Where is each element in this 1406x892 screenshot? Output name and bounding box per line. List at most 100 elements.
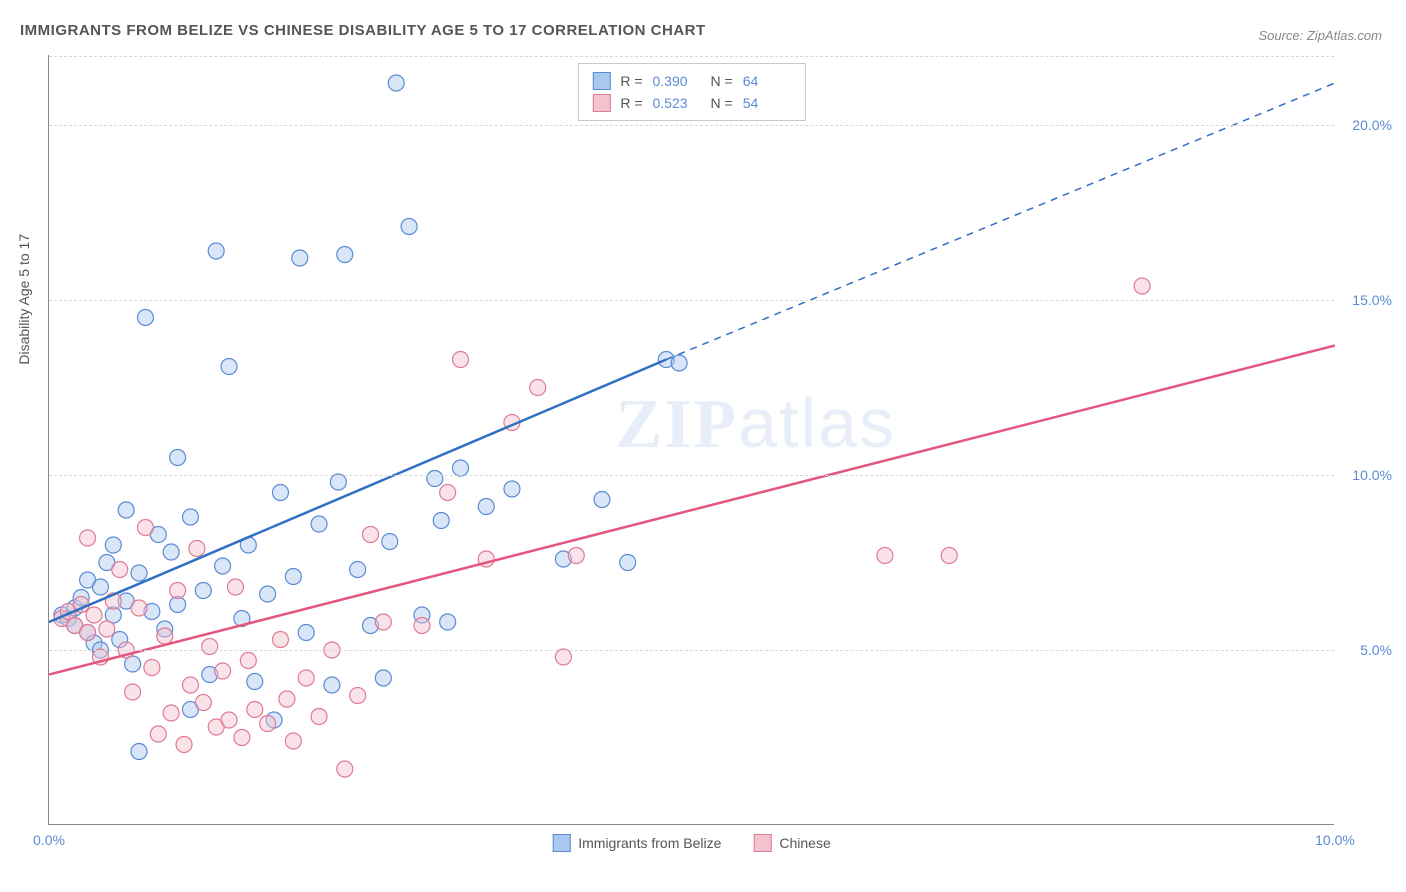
y-tick-label: 20.0% <box>1352 117 1392 133</box>
scatter-point <box>433 513 449 529</box>
source-attribution: Source: ZipAtlas.com <box>1258 28 1382 43</box>
scatter-point <box>182 677 198 693</box>
scatter-point <box>414 618 430 634</box>
n-value-chinese: 54 <box>743 95 791 111</box>
scatter-point <box>375 670 391 686</box>
legend-label-chinese: Chinese <box>779 835 830 851</box>
scatter-point <box>227 579 243 595</box>
scatter-point <box>247 702 263 718</box>
legend-item-belize: Immigrants from Belize <box>552 834 721 852</box>
scatter-point <box>99 621 115 637</box>
scatter-point <box>504 481 520 497</box>
scatter-point <box>568 548 584 564</box>
scatter-point <box>260 716 276 732</box>
scatter-point <box>279 691 295 707</box>
scatter-point <box>671 355 687 371</box>
source-prefix: Source: <box>1258 28 1306 43</box>
scatter-point <box>311 709 327 725</box>
gridline-h <box>49 56 1334 57</box>
scatter-point <box>530 380 546 396</box>
legend-row-chinese: R = 0.523 N = 54 <box>592 92 790 114</box>
gridline-h <box>49 300 1334 301</box>
scatter-svg <box>49 55 1335 825</box>
chart-title: IMMIGRANTS FROM BELIZE VS CHINESE DISABI… <box>20 22 706 39</box>
legend-row-belize: R = 0.390 N = 64 <box>592 70 790 92</box>
scatter-point <box>401 219 417 235</box>
scatter-point <box>337 247 353 263</box>
legend-label-belize: Immigrants from Belize <box>578 835 721 851</box>
scatter-point <box>221 712 237 728</box>
x-tick-label: 0.0% <box>33 832 65 848</box>
scatter-point <box>176 737 192 753</box>
swatch-chinese <box>592 94 610 112</box>
scatter-point <box>80 530 96 546</box>
scatter-point <box>350 688 366 704</box>
scatter-point <box>202 639 218 655</box>
scatter-point <box>594 492 610 508</box>
scatter-point <box>150 726 166 742</box>
scatter-point <box>298 670 314 686</box>
scatter-point <box>285 733 301 749</box>
scatter-point <box>163 544 179 560</box>
y-tick-label: 10.0% <box>1352 467 1392 483</box>
scatter-point <box>260 586 276 602</box>
scatter-point <box>555 649 571 665</box>
scatter-point <box>324 677 340 693</box>
scatter-point <box>182 509 198 525</box>
scatter-point <box>440 614 456 630</box>
scatter-point <box>620 555 636 571</box>
y-tick-label: 5.0% <box>1360 642 1392 658</box>
scatter-point <box>453 352 469 368</box>
scatter-point <box>292 250 308 266</box>
n-label: N = <box>711 73 733 89</box>
scatter-point <box>170 450 186 466</box>
x-tick-label: 10.0% <box>1315 832 1355 848</box>
scatter-point <box>215 558 231 574</box>
scatter-point <box>330 474 346 490</box>
scatter-point <box>478 499 494 515</box>
r-label: R = <box>620 73 642 89</box>
n-value-belize: 64 <box>743 73 791 89</box>
scatter-point <box>195 583 211 599</box>
scatter-point <box>118 502 134 518</box>
scatter-point <box>375 614 391 630</box>
scatter-point <box>92 579 108 595</box>
scatter-point <box>215 663 231 679</box>
scatter-point <box>337 761 353 777</box>
y-axis-label: Disability Age 5 to 17 <box>16 234 32 365</box>
scatter-point <box>877 548 893 564</box>
gridline-h <box>49 650 1334 651</box>
legend-item-chinese: Chinese <box>753 834 830 852</box>
scatter-point <box>247 674 263 690</box>
trend-line <box>49 360 666 623</box>
correlation-legend: R = 0.390 N = 64 R = 0.523 N = 54 <box>577 63 805 121</box>
swatch-belize-bottom <box>552 834 570 852</box>
scatter-point <box>137 520 153 536</box>
r-label: R = <box>620 95 642 111</box>
gridline-h <box>49 475 1334 476</box>
scatter-point <box>234 730 250 746</box>
source-name: ZipAtlas.com <box>1307 28 1382 43</box>
scatter-point <box>350 562 366 578</box>
scatter-point <box>125 684 141 700</box>
scatter-point <box>221 359 237 375</box>
scatter-point <box>170 583 186 599</box>
scatter-point <box>137 310 153 326</box>
chart-plot-area: ZIPatlas R = 0.390 N = 64 R = 0.523 N = … <box>48 55 1334 825</box>
series-legend: Immigrants from Belize Chinese <box>552 834 831 852</box>
scatter-point <box>272 485 288 501</box>
swatch-belize <box>592 72 610 90</box>
scatter-point <box>272 632 288 648</box>
scatter-point <box>131 565 147 581</box>
r-value-belize: 0.390 <box>653 73 701 89</box>
scatter-point <box>941 548 957 564</box>
scatter-point <box>163 705 179 721</box>
scatter-point <box>208 243 224 259</box>
scatter-point <box>195 695 211 711</box>
r-value-chinese: 0.523 <box>653 95 701 111</box>
scatter-point <box>112 562 128 578</box>
scatter-point <box>86 607 102 623</box>
scatter-point <box>285 569 301 585</box>
scatter-point <box>427 471 443 487</box>
scatter-point <box>157 628 173 644</box>
